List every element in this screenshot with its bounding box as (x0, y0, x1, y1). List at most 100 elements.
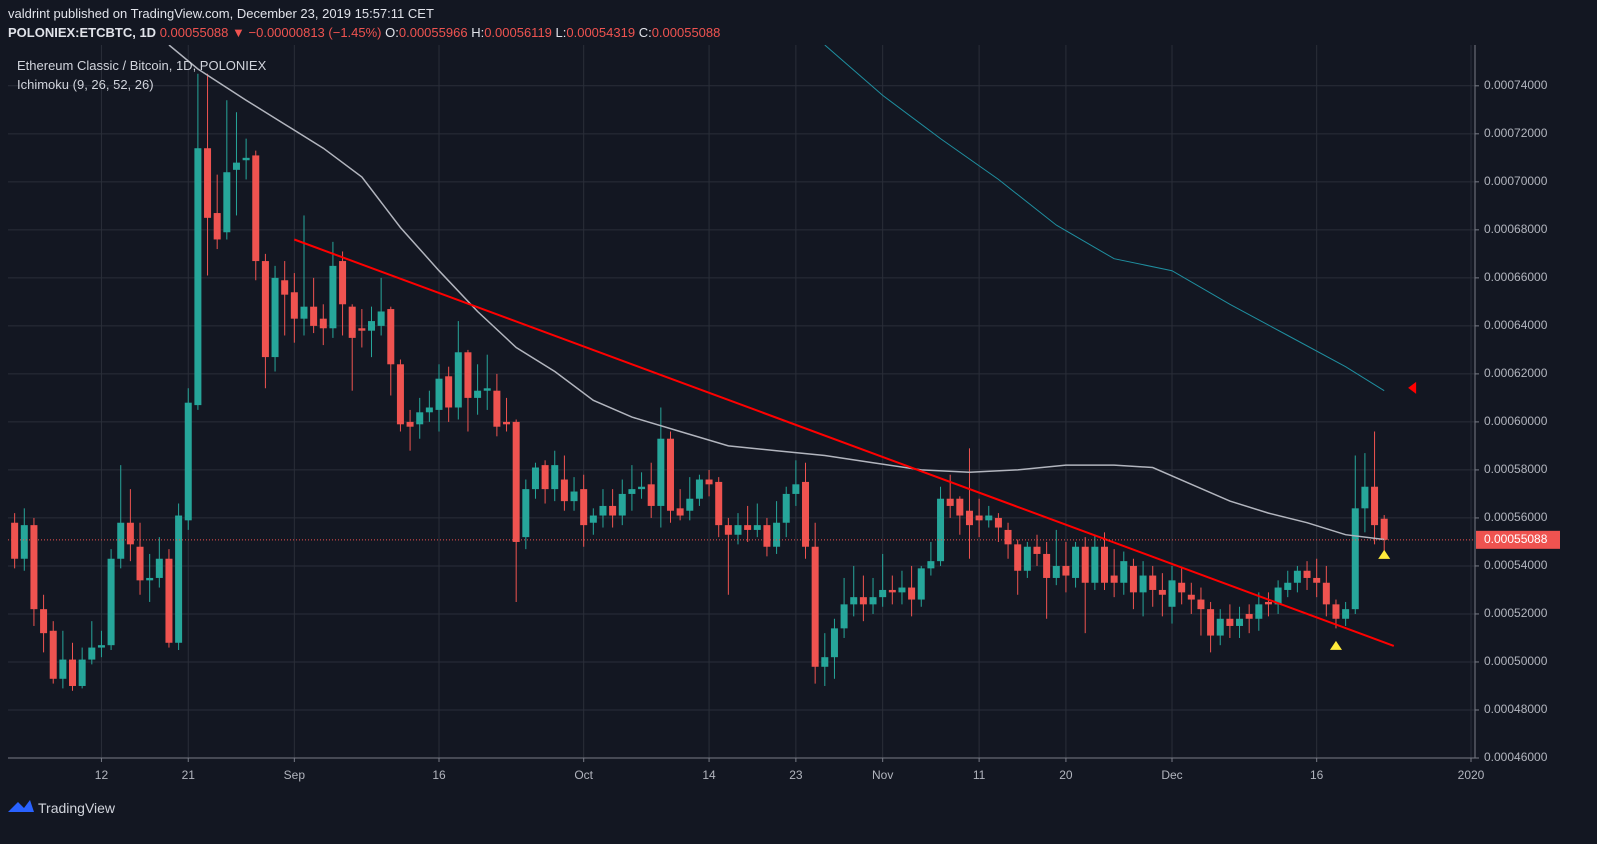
chart-title: Ethereum Classic / Bitcoin, 1D, POLONIEX (17, 58, 267, 73)
candle-body (464, 352, 472, 398)
candle-body (1207, 609, 1215, 636)
candle-body (40, 609, 48, 634)
candle-body (1033, 546, 1041, 554)
candle-body (493, 390, 501, 427)
candle-body (117, 522, 125, 559)
grid (8, 45, 1475, 759)
candle-body (599, 505, 607, 516)
candle-body (1129, 565, 1137, 593)
x-tick-label: 16 (432, 768, 446, 782)
candle-body (753, 525, 761, 530)
candle-body (1351, 508, 1359, 610)
candle-body (1255, 604, 1263, 619)
candle-body (580, 489, 588, 526)
y-tick-label: 0.00068000 (1484, 222, 1548, 236)
change: −0.00000813 (−1.45%) (248, 25, 382, 40)
candle-body (830, 628, 838, 658)
candle-body (792, 484, 800, 494)
candle-body (609, 505, 617, 516)
candle-body (1004, 529, 1012, 545)
y-tick-label: 0.00048000 (1484, 702, 1548, 716)
y-tick-label: 0.00060000 (1484, 414, 1548, 428)
candle-body (869, 597, 877, 605)
candle-body (223, 172, 231, 233)
candle-body (406, 421, 414, 427)
candle-body (879, 589, 887, 598)
brand: TradingView (38, 800, 116, 816)
candle-body (917, 568, 925, 600)
x-tick-label: 2020 (1458, 768, 1485, 782)
candle-body (348, 306, 356, 338)
low-value: 0.00054319 (566, 25, 636, 40)
candle-body (676, 508, 684, 516)
candle-body (474, 390, 482, 398)
y-tick-label: 0.00074000 (1484, 78, 1548, 92)
candle-body (898, 587, 906, 593)
candle-body (310, 306, 318, 326)
candle-body (1023, 546, 1031, 571)
candle-body (1332, 604, 1340, 619)
candle-body (242, 157, 250, 161)
candle-body (1168, 580, 1176, 607)
y-tick-label: 0.00056000 (1484, 510, 1548, 524)
candle-body (1149, 575, 1157, 590)
high-value: 0.00056119 (484, 25, 552, 40)
candle-body (1062, 565, 1070, 576)
candle-body (734, 525, 742, 535)
candle-body (965, 510, 973, 526)
candle-body (319, 318, 327, 329)
candle-body (551, 465, 559, 490)
x-tick-label: 12 (95, 768, 109, 782)
candle-body (811, 546, 819, 667)
tv-logo (8, 800, 34, 812)
candle-body (88, 647, 96, 660)
candle-body (763, 525, 771, 547)
candle-body (522, 489, 530, 538)
candle-body (1313, 577, 1321, 583)
candle-body (1293, 570, 1301, 583)
candle-body (20, 525, 28, 559)
candle-body (686, 498, 694, 511)
candle-body (445, 376, 453, 408)
plot-area (8, 45, 1475, 691)
candle-body (271, 277, 279, 358)
candle-body (985, 515, 993, 521)
x-tick-label: Dec (1161, 768, 1182, 782)
y-tick-label: 0.00052000 (1484, 606, 1548, 620)
y-tick-label: 0.00062000 (1484, 366, 1548, 380)
x-tick-label: Oct (574, 768, 593, 782)
indicator-line (824, 45, 1385, 392)
candle-body (184, 402, 192, 521)
direction: ▼ (232, 25, 245, 40)
x-tick-label: 14 (702, 768, 716, 782)
candle-body (927, 561, 935, 569)
candle-body (956, 498, 964, 516)
candle-body (647, 484, 655, 506)
candle-body (97, 645, 105, 648)
ohlc-label: L: (555, 25, 567, 40)
candle-body (339, 261, 347, 305)
candle-body (1187, 594, 1195, 600)
symbol: POLONIEX:ETCBTC, 1D (8, 25, 157, 40)
candle-body (204, 148, 212, 218)
candle-body (1284, 582, 1292, 590)
candle-body (908, 587, 916, 600)
candle-body (1371, 486, 1379, 526)
author-line: valdrint published on TradingView.com, D… (8, 6, 434, 21)
candle-body (126, 522, 134, 545)
candle-body (107, 558, 115, 646)
candle-body (49, 630, 57, 679)
candle-body (1197, 599, 1205, 610)
candle-body (1043, 553, 1051, 578)
marker (1378, 549, 1391, 559)
candle-body (503, 421, 511, 425)
candle-body (78, 659, 86, 686)
ohlc-label: C: (638, 25, 652, 40)
candle-body (69, 659, 77, 686)
candle-body (1361, 486, 1369, 509)
candle-body (1120, 561, 1128, 583)
candle-body (744, 525, 752, 530)
candle-body (281, 280, 289, 295)
candle-body (396, 364, 404, 425)
candle-body (1158, 589, 1166, 595)
